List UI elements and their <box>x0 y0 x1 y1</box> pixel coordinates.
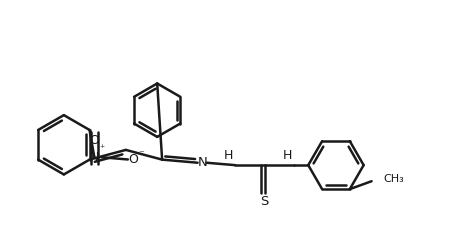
Text: H: H <box>224 149 233 162</box>
Text: O: O <box>89 134 99 147</box>
Text: S: S <box>261 195 269 208</box>
Text: CH₃: CH₃ <box>383 174 404 184</box>
Text: ⁻: ⁻ <box>138 149 144 160</box>
Text: O: O <box>128 153 138 166</box>
Text: H: H <box>283 149 292 162</box>
Text: N: N <box>90 151 99 164</box>
Text: ⁺: ⁺ <box>100 144 105 154</box>
Text: N: N <box>198 156 207 169</box>
